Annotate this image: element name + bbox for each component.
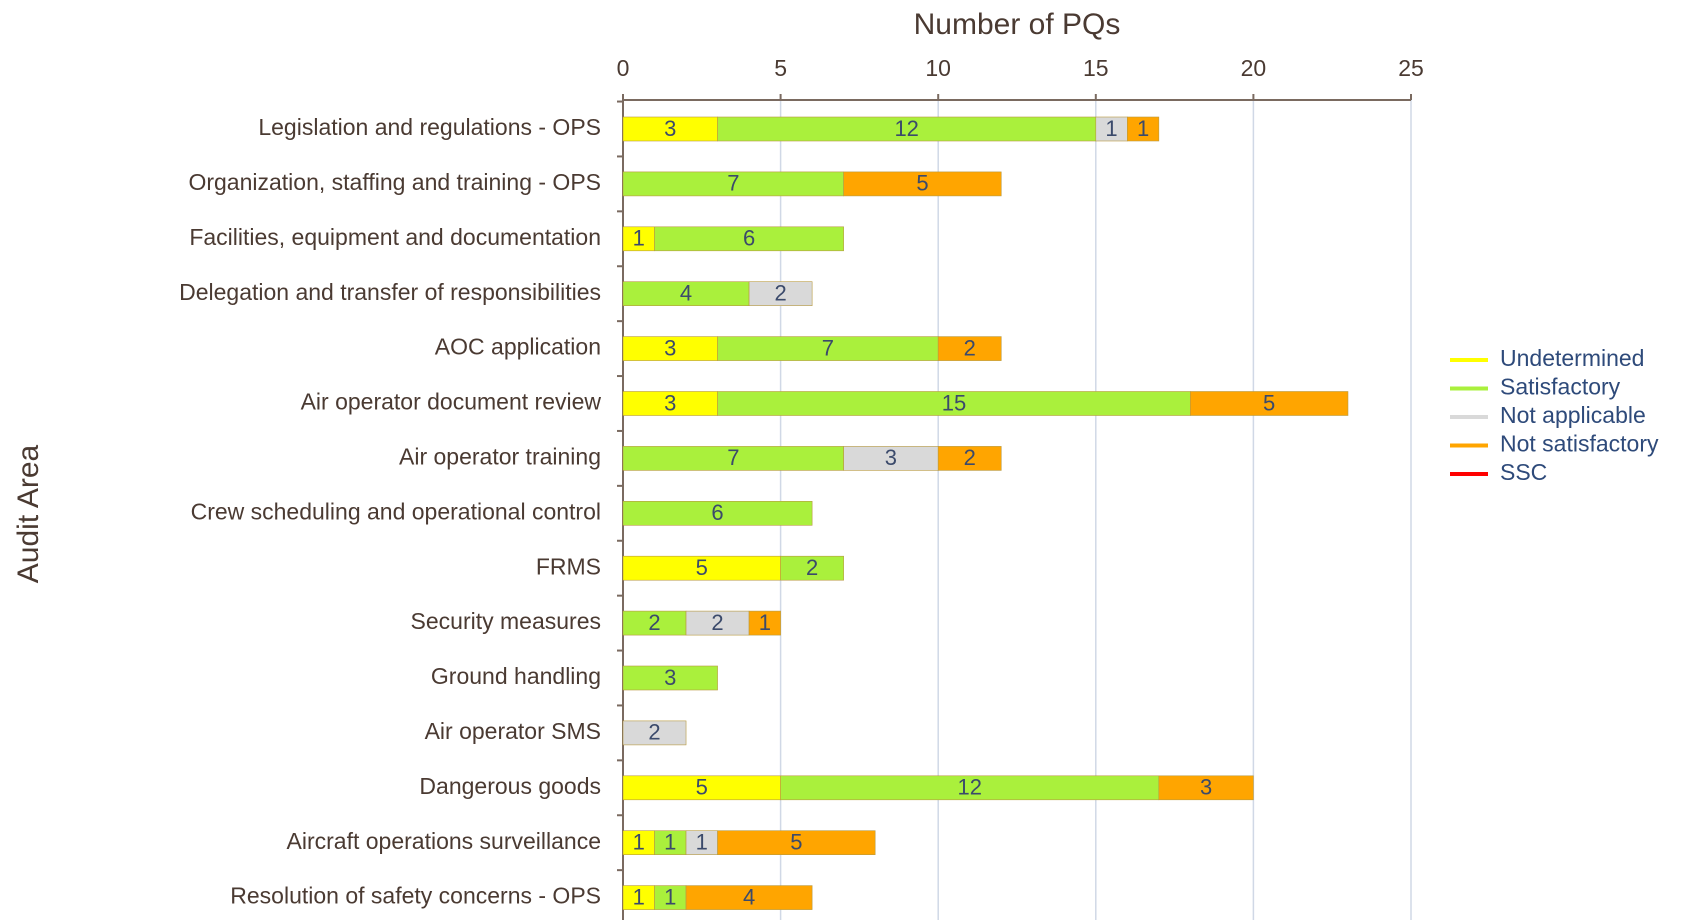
bar-segment (748, 610, 781, 636)
bar-segment (1127, 116, 1160, 142)
data-label: 1 (1137, 116, 1149, 141)
data-label: 3 (664, 116, 676, 141)
bar-segment (622, 775, 781, 801)
data-label: 7 (822, 335, 834, 360)
bar-segment (622, 336, 718, 361)
y-tick-label: Air operator training (399, 443, 601, 469)
data-label: 2 (806, 555, 818, 580)
data-label: 7 (727, 171, 739, 196)
data-label: 4 (743, 884, 755, 909)
y-tick-label: Delegation and transfer of responsibilit… (179, 279, 601, 305)
x-tick-label: 15 (1083, 55, 1109, 81)
bar-segment (622, 885, 655, 910)
y-tick-label: Air operator SMS (425, 718, 601, 744)
data-label: 2 (964, 335, 976, 360)
bar-segment (654, 830, 687, 856)
y-tick-label: AOC application (435, 334, 601, 360)
y-tick-label: Aircraft operations surveillance (287, 828, 601, 854)
data-label: 5 (1263, 390, 1275, 415)
data-label: 5 (696, 555, 708, 580)
data-label: 3 (1200, 775, 1212, 800)
data-label: 1 (633, 884, 645, 909)
y-tick-label: Dangerous goods (419, 773, 601, 799)
bar-segment (622, 720, 687, 746)
y-tick-label: Organization, staffing and training - OP… (188, 169, 601, 195)
data-label: 5 (790, 830, 802, 855)
data-label: 5 (916, 171, 928, 196)
x-tick-label: 0 (617, 55, 630, 81)
y-tick-label: Resolution of safety concerns - OPS (230, 883, 601, 909)
legend-label: Not applicable (1500, 402, 1646, 428)
bar-segment (622, 116, 718, 142)
bar-segment (685, 830, 718, 856)
bar-segment (1095, 116, 1128, 142)
bar-segment (937, 336, 1002, 361)
bar-segment (937, 446, 1002, 471)
data-label: 3 (664, 335, 676, 360)
bar-segment (622, 555, 781, 581)
x-tick-label: 10 (925, 55, 951, 81)
data-label: 12 (957, 775, 981, 800)
data-label: 12 (894, 116, 918, 141)
data-label: 1 (664, 830, 676, 855)
bar-segment (1158, 775, 1254, 801)
y-tick-label: FRMS (536, 553, 601, 579)
bar-segment (685, 610, 750, 636)
data-label: 1 (633, 830, 645, 855)
data-label: 15 (942, 390, 966, 415)
bar-segment (622, 446, 844, 471)
y-tick-label: Ground handling (431, 663, 601, 689)
data-label: 1 (664, 884, 676, 909)
bar-segment (843, 446, 939, 471)
data-label: 7 (727, 445, 739, 470)
bar-segment (685, 885, 813, 910)
y-tick-label: Security measures (411, 608, 601, 634)
bar-segment (843, 171, 1002, 197)
data-label: 2 (711, 610, 723, 635)
legend-label: Undetermined (1500, 345, 1644, 371)
data-label: 6 (743, 226, 755, 251)
data-label: 3 (664, 390, 676, 415)
bar-segment (622, 171, 844, 197)
bar-segment (654, 226, 844, 252)
bar-segment (622, 226, 655, 252)
bar-segment (717, 830, 876, 856)
data-label: 1 (759, 610, 771, 635)
data-label: 2 (648, 720, 660, 745)
y-tick-label: Air operator document review (301, 389, 602, 415)
bar-segment (622, 665, 718, 691)
bar-segment (622, 500, 813, 526)
data-label: 2 (964, 445, 976, 470)
legend-label: Not satisfactory (1500, 431, 1659, 457)
x-tick-label: 20 (1241, 55, 1267, 81)
legend-label: Satisfactory (1500, 374, 1621, 400)
data-label: 5 (696, 775, 708, 800)
legend-label: SSC (1500, 459, 1547, 485)
bar-segment (1190, 391, 1349, 416)
x-tick-label: 5 (774, 55, 787, 81)
x-axis-title: Number of PQs (914, 8, 1121, 41)
bar-segment (622, 610, 687, 636)
bar-segment (780, 555, 844, 581)
data-label: 1 (696, 830, 708, 855)
data-label: 2 (648, 610, 660, 635)
bar-segment (622, 391, 718, 416)
y-axis-title: Audit Area (12, 444, 45, 583)
bar-segment (748, 281, 813, 307)
y-tick-label: Facilities, equipment and documentation (189, 224, 601, 250)
x-tick-label: 25 (1398, 55, 1424, 81)
data-label: 1 (633, 226, 645, 251)
y-tick-label: Legislation and regulations - OPS (258, 114, 601, 140)
data-label: 1 (1105, 116, 1117, 141)
data-label: 3 (664, 665, 676, 690)
bar-segment (780, 775, 1160, 801)
data-label: 4 (680, 281, 692, 306)
data-label: 3 (885, 445, 897, 470)
data-label: 6 (711, 500, 723, 525)
y-tick-label: Crew scheduling and operational control (191, 498, 601, 524)
data-label: 2 (774, 281, 786, 306)
